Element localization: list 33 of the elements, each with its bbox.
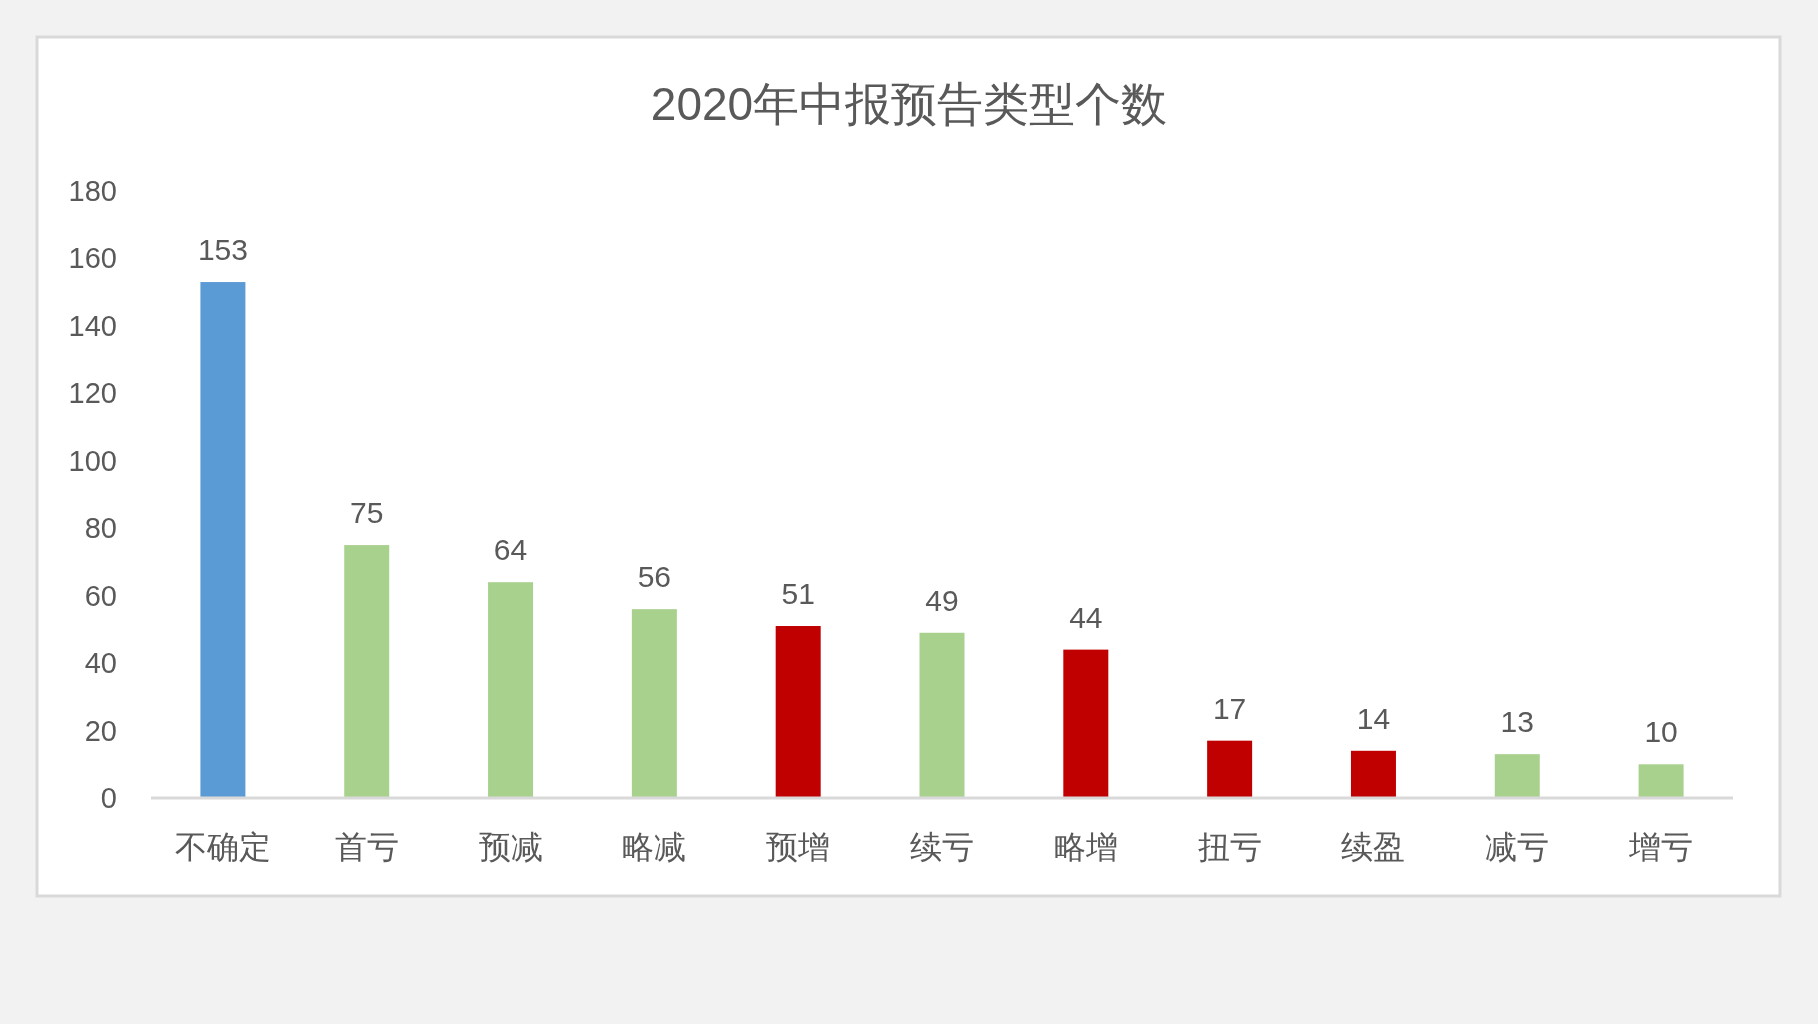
ytick: 0 [100, 782, 117, 814]
xtick: 略减 [622, 829, 687, 865]
xtick: 预减 [478, 829, 543, 865]
xtick: 预增 [766, 829, 831, 865]
ytick: 80 [84, 512, 117, 545]
data-label: 49 [925, 583, 959, 617]
ytick: 100 [68, 444, 117, 477]
data-label: 153 [197, 233, 248, 267]
data-label: 44 [1069, 600, 1103, 634]
xtick: 减亏 [1485, 829, 1550, 865]
ytick: 180 [68, 175, 117, 207]
data-label: 17 [1212, 691, 1247, 725]
ytick: 120 [68, 377, 117, 410]
data-label: 64 [493, 533, 528, 567]
xtick: 续亏 [910, 829, 974, 865]
xtick: 略增 [1053, 829, 1118, 865]
xtick: 首亏 [334, 829, 399, 865]
ytick: 160 [68, 242, 117, 275]
title: 2020年中报预告类型个数 [650, 78, 1168, 130]
ytick: 60 [84, 579, 117, 612]
xtick: 续盈 [1341, 829, 1406, 865]
data-label: 75 [350, 496, 384, 530]
data-label: 10 [1644, 715, 1678, 749]
xtick: 不确定 [174, 829, 271, 865]
data-label: 56 [637, 560, 672, 594]
xtick: 扭亏 [1197, 829, 1262, 865]
xtick: 增亏 [1629, 829, 1694, 865]
data-label: 14 [1356, 701, 1391, 735]
ytick: 40 [84, 647, 117, 680]
ytick: 140 [68, 309, 117, 342]
data-label: 13 [1500, 705, 1534, 739]
data-label: 51 [781, 577, 815, 610]
ytick: 20 [84, 714, 117, 747]
